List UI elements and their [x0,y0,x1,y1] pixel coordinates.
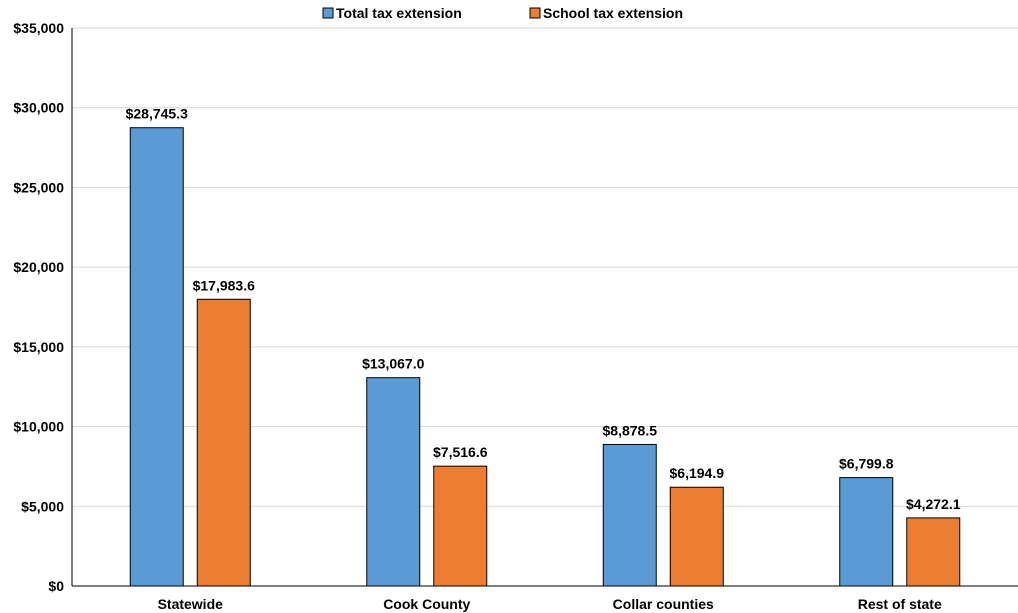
x-category-label: Rest of state [858,596,942,612]
legend-swatch [322,7,334,19]
bar [196,298,251,587]
y-tick-label: $35,000 [13,20,64,36]
data-label: $6,799.8 [839,456,894,472]
y-tick-label: $15,000 [13,339,64,355]
y-tick-label: $0 [48,578,64,594]
x-category-label: Collar counties [613,596,714,612]
data-label: $17,983.6 [193,277,255,293]
x-category-label: Cook County [383,596,470,612]
y-tick-label: $10,000 [13,419,64,435]
y-tick-label: $20,000 [13,259,64,275]
y-tick-label: $5,000 [21,498,64,514]
data-label: $28,745.3 [126,106,188,122]
bar [602,443,657,587]
bar [839,477,894,587]
x-axis: Statewide Cook County Collar counties Rest … [72,585,1018,612]
data-label: $7,516.6 [433,444,488,460]
bar [669,486,724,587]
y-tick-label: $25,000 [13,179,64,195]
legend-label: School tax extension [543,5,683,21]
bar [433,465,488,587]
bar [366,377,421,587]
legend-swatch [529,7,541,19]
data-label: $4,272.1 [906,496,961,512]
bars: $28,745.3 $17,983.6 $13,067.0 $7,516.6 $8,87… [126,106,961,587]
x-category-label: Statewide [158,596,224,612]
data-label: $6,194.9 [670,465,725,481]
y-axis: $0 $5,000 $10,000 $15,000 $20,000 $25,000 $30,… [13,20,73,594]
data-label: $8,878.5 [603,422,658,438]
bar [129,127,184,587]
legend: Total tax extension School tax extension [322,5,683,21]
legend-label: Total tax extension [336,5,462,21]
bar [906,517,961,587]
data-label: $13,067.0 [362,356,424,372]
y-tick-label: $30,000 [13,100,64,116]
